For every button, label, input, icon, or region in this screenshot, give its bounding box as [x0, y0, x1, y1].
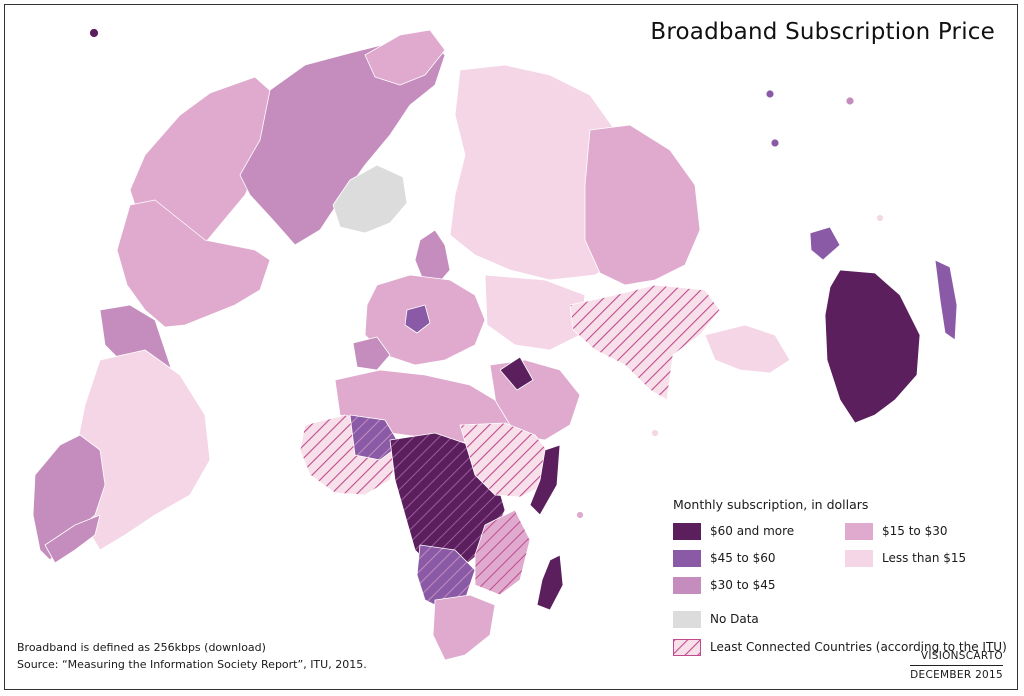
region-somalia	[529, 444, 561, 516]
legend-label: $45 to $60	[710, 551, 776, 565]
island-marker	[770, 138, 780, 148]
region-scandinavia	[414, 229, 451, 286]
legend-label: Least Connected Countries (according to …	[710, 640, 1007, 654]
credit-org: VISIONSCARTO	[910, 650, 1003, 666]
legend-item-least-connected: Least Connected Countries (according to …	[673, 636, 1013, 658]
footnote-source: Source: “Measuring the Information Socie…	[17, 658, 367, 671]
legend-swatch	[845, 522, 873, 540]
region-iraq	[499, 356, 534, 391]
region-madagascar	[536, 554, 564, 611]
region-southern-cone	[44, 514, 101, 564]
region-australia	[824, 269, 921, 424]
legend-label: Less than $15	[882, 551, 967, 565]
legend-item-15-30: $15 to $30	[845, 520, 947, 542]
footnote: Broadband is defined as 256kbps (downloa…	[17, 639, 367, 673]
region-east-asia	[584, 124, 701, 286]
region-philippines	[809, 226, 841, 261]
region-iberia	[352, 336, 391, 371]
region-east-southern-africa	[474, 509, 531, 596]
footnote-definition: Broadband is defined as 256kbps (downloa…	[17, 641, 266, 654]
region-germany	[404, 304, 431, 334]
region-arctic-islands	[364, 29, 446, 86]
region-usa	[116, 199, 271, 328]
legend-item-less-15: Less than $15	[845, 547, 966, 569]
map-title: Broadband Subscription Price	[650, 19, 995, 45]
region-andes	[32, 434, 106, 561]
world-map	[32, 28, 958, 661]
legend-item-45-60: $45 to $60	[673, 547, 775, 569]
legend-item-60-plus: $60 and more	[673, 520, 794, 542]
legend-label: $15 to $30	[882, 524, 948, 538]
legend-label: $30 to $45	[710, 578, 776, 592]
map-frame: Broadband Subscription Price Monthly sub…	[4, 4, 1018, 690]
legend-item-no-data: No Data	[673, 608, 1013, 630]
credit: VISIONSCARTO DECEMBER 2015	[910, 650, 1003, 681]
legend-swatch	[673, 576, 701, 594]
island-marker	[765, 89, 775, 99]
island-marker	[845, 96, 855, 106]
region-sahel	[349, 414, 401, 461]
legend-title: Monthly subscription, in dollars	[673, 497, 869, 512]
region-greenland	[332, 164, 408, 234]
island-marker	[89, 28, 99, 38]
region-new-zealand	[934, 259, 958, 341]
region-south-africa	[432, 594, 496, 661]
legend: Monthly subscription, in dollars $60 and…	[673, 497, 1013, 658]
legend-swatch	[845, 549, 873, 567]
legend-label: $60 and more	[710, 524, 795, 538]
credit-date: DECEMBER 2015	[910, 669, 1003, 681]
island-marker	[576, 511, 584, 519]
island-marker	[876, 214, 884, 222]
legend-label: No Data	[710, 612, 759, 626]
region-central-asia	[484, 274, 586, 351]
legend-swatch	[673, 549, 701, 567]
legend-swatch	[673, 522, 701, 540]
legend-extra: No Data Least Connected Countries (accor…	[673, 608, 1013, 658]
legend-item-30-45: $30 to $45	[673, 574, 775, 596]
hatch-swatch	[673, 638, 701, 656]
legend-swatch	[673, 610, 701, 628]
region-southeast-asia	[704, 324, 791, 374]
legend-classes: $60 and more $45 to $60 $30 to $45 $15 t…	[673, 520, 1013, 600]
region-south-asia	[569, 284, 721, 401]
island-marker	[651, 429, 659, 437]
